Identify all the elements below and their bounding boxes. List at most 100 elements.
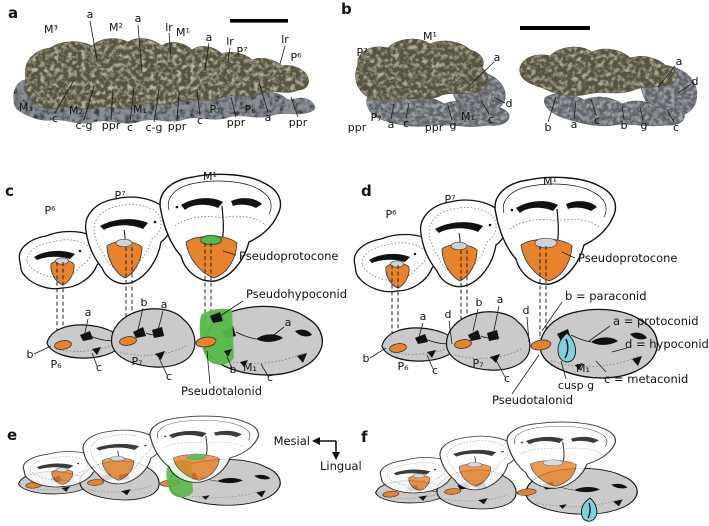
annotation-pseudohypoconid: Pseudohypoconid [246, 287, 347, 301]
label-lingual-root: lr [165, 21, 173, 34]
label-cusp-a: a [135, 12, 142, 25]
label-cusp-d: d [692, 75, 699, 88]
label-cusp-b: b [230, 363, 237, 376]
panel-b-specimen-1 [355, 38, 510, 127]
annotation-pseudotalonid: Pseudotalonid [492, 393, 573, 407]
label-cusp-a: a [161, 298, 168, 311]
label-lower-p7: P₇ [131, 355, 142, 368]
panel-letter-a: a [8, 4, 18, 22]
label-cusp-g: g [641, 119, 648, 132]
label-cusp-a: a [85, 306, 92, 319]
label-upper-p7: P⁷ [236, 45, 247, 58]
panel-c-labels: P⁶ P⁷ M¹ Pseudoprotocone Pseudohypoconid… [27, 170, 347, 398]
panel-letter-f: f [361, 428, 368, 446]
label-cusp-b: b [545, 121, 552, 134]
label-cusp-a: a [388, 118, 395, 131]
label-cusp-c: c [96, 361, 102, 374]
label-lower-p7: P₇ [472, 357, 483, 370]
panel-a-leader-lines [54, 20, 299, 123]
label-lingual-root: lr [226, 35, 234, 48]
label-lower-p7: P₇ [370, 111, 381, 124]
label-upper-m1: M¹ [423, 30, 437, 43]
label-cusp-c: c [594, 114, 600, 127]
orientation-compass: Mesial Lingual [274, 434, 362, 473]
label-cusp-b: b [141, 296, 148, 309]
label-cusp-b: b [621, 119, 628, 132]
label-cusp-c: c [52, 112, 58, 125]
pseudotalonid-region-green [195, 308, 234, 365]
legend-hypoconid: d = hypoconid [625, 337, 709, 351]
label-cusp-d: d [506, 97, 513, 110]
panel-d: d P⁶ P⁷ M¹ Pseudopro [353, 175, 709, 407]
label-upper-p6: P⁶ [44, 204, 56, 217]
legend-protoconid: a = protoconid [613, 314, 699, 328]
label-cusp-c: c [267, 371, 273, 384]
label-cusp-a: a [420, 310, 427, 323]
compass-lingual-label: Lingual [320, 459, 362, 473]
label-cusp-a: a [497, 293, 504, 306]
label-lower-p6: P₆ [244, 103, 256, 116]
label-upper-p7: P⁷ [356, 46, 367, 59]
label-cusp-a: a [285, 316, 292, 329]
label-cusp-a: a [87, 8, 94, 21]
label-cusp-g: g [450, 119, 457, 132]
label-cusp-c: c [403, 117, 409, 130]
label-lower-m1: M₁ [243, 361, 257, 374]
annotation-pseudoprotocone: Pseudoprotocone [578, 251, 678, 265]
label-lower-m1: M₁ [461, 110, 475, 123]
label-cusp-a: a [676, 55, 683, 68]
mesial-arrowhead [312, 437, 320, 445]
label-ppr: ppr [102, 119, 121, 132]
label-upper-m1: M¹ [203, 170, 217, 183]
label-lower-p7: P₇ [209, 103, 220, 116]
panel-d-labels: P⁶ P⁷ M¹ Pseudoprotocone a d b a d b P₆ … [363, 175, 709, 407]
panel-letter-d: d [361, 182, 372, 200]
legend-metaconid: c = metaconid [604, 372, 688, 386]
label-lower-m1: M₁ [576, 362, 590, 375]
label-cusp-c: c [488, 113, 494, 126]
label-cusp-c: c [673, 121, 679, 134]
panel-c-leader-lines [33, 250, 285, 385]
panel-b-specimen-2 [519, 46, 697, 127]
label-lower-p6: P₆ [50, 358, 62, 371]
label-ppr: ppr [425, 121, 444, 134]
label-upper-m2: M² [109, 21, 123, 34]
panel-letter-b: b [341, 0, 352, 18]
label-cusp-a: a [571, 118, 578, 131]
compass-mesial-label: Mesial [274, 434, 310, 448]
label-cusp-c: c [432, 364, 438, 377]
label-cusp-d: d [523, 304, 530, 317]
label-upper-p6: P⁶ [385, 208, 397, 221]
cusp-g-region-cyan [557, 332, 577, 363]
label-cusp-d: d [445, 308, 452, 321]
label-cusp-b: b [27, 348, 34, 361]
label-ppr: ppr [289, 116, 308, 129]
label-upper-m1: M¹ [176, 26, 190, 39]
panel-b-leader-lines [390, 61, 692, 123]
panel-f-cusp-g-cyan [581, 497, 598, 522]
scale-bar-b [520, 26, 590, 30]
label-lower-m3: M₃ [19, 101, 33, 114]
panel-d-teeth [353, 176, 658, 379]
label-cusp-b: b [363, 352, 370, 365]
panel-a-labels: M³ a M² a lr M¹ a lr P⁷ lr P⁶ M₃ c M₂ c-… [19, 8, 308, 134]
label-ppr: ppr [227, 116, 246, 129]
label-cusp-c: c [504, 372, 510, 385]
label-upper-m1: M¹ [543, 175, 557, 188]
panel-b-labels: P⁷ M¹ a d ppr P₇ a c ppr g M₁ c b a c b … [348, 30, 699, 134]
label-upper-p6: P⁶ [290, 51, 302, 64]
label-cusp-c: c [127, 121, 133, 134]
label-lower-m1: M₁ [133, 103, 147, 116]
panel-e: e [7, 415, 281, 506]
panel-c: c P⁶ P⁷ M¹ Pseudoprotocone Pseudohypoco [5, 170, 347, 398]
panel-a: a M³ a M² a lr M¹ a lr P⁷ lr P⁶ [8, 4, 315, 134]
label-upper-p7: P⁷ [114, 189, 125, 202]
legend-paraconid: b = paraconid [565, 289, 647, 303]
label-cusp-c: c [166, 370, 172, 383]
panel-d-leader-lines [369, 251, 628, 395]
label-cusp-a: a [494, 51, 501, 64]
label-lower-p6: P₆ [397, 360, 409, 373]
lingual-arrowhead [332, 452, 340, 460]
